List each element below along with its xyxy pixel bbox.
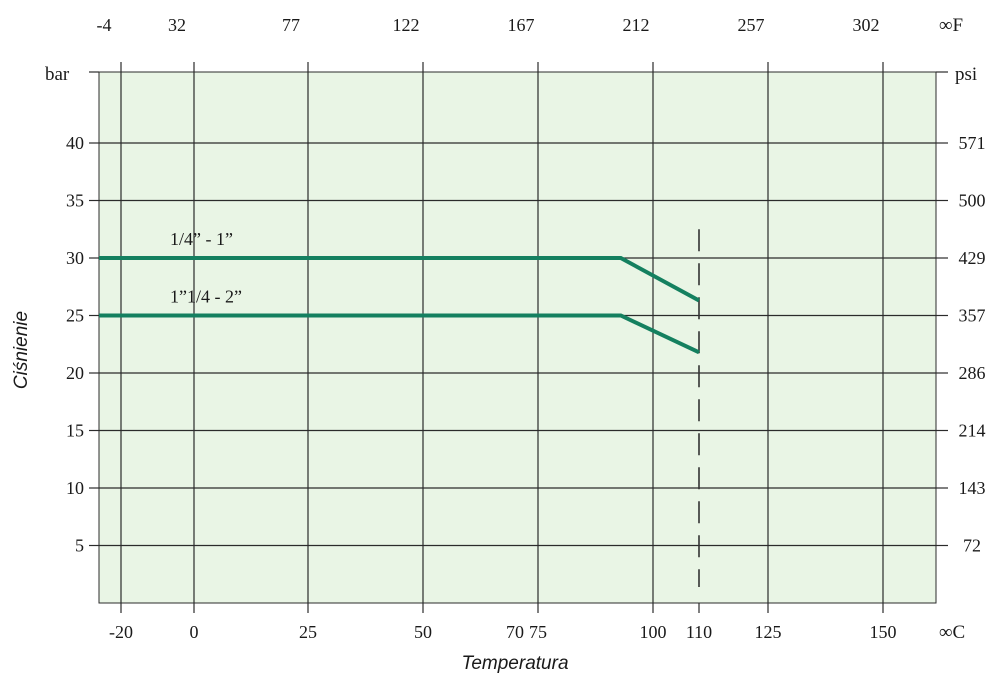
y-right-tick-label: 500 bbox=[959, 191, 986, 211]
x-axis-unit-c: ∞C bbox=[939, 622, 965, 643]
y-tick-label: 25 bbox=[66, 306, 84, 326]
x-tick-label: 100 bbox=[640, 622, 667, 642]
y-right-tick-label: 72 bbox=[963, 536, 981, 556]
x-tick-label: 50 bbox=[414, 622, 432, 642]
x-axis-top-unit-f: ∞F bbox=[939, 15, 963, 36]
y-tick-label: 35 bbox=[66, 191, 84, 211]
y-tick-label: 10 bbox=[66, 478, 84, 498]
y-right-tick-label: 357 bbox=[959, 306, 986, 326]
x-top-tick-label: 212 bbox=[623, 15, 650, 35]
y-right-tick-label: 214 bbox=[959, 421, 986, 441]
x-tick-label: 125 bbox=[755, 622, 782, 642]
plot-background bbox=[98, 71, 937, 604]
x-tick-label: 110 bbox=[686, 622, 712, 642]
x-tick-label: 75 bbox=[529, 622, 547, 642]
y-axis-title: Ciśnienie bbox=[11, 311, 32, 389]
series-label: 1”1/4 - 2” bbox=[170, 287, 242, 307]
series-label: 1/4” - 1” bbox=[170, 229, 233, 249]
y-axis-right-unit-psi: psi bbox=[955, 64, 977, 85]
y-right-tick-label: 429 bbox=[959, 248, 986, 268]
y-axis-unit-bar: bar bbox=[45, 64, 70, 85]
series-lines: 1/4” - 1” 1”1/4 - 2” bbox=[99, 229, 700, 355]
x-top-tick-label: 257 bbox=[738, 15, 765, 35]
y-tick-label: 15 bbox=[66, 421, 84, 441]
y-tick-label: 5 bbox=[75, 536, 84, 556]
series-line bbox=[99, 256, 700, 303]
x-tick-label: 150 bbox=[870, 622, 897, 642]
y-right-tick-label: 571 bbox=[959, 133, 986, 153]
y-right-tick-label: 143 bbox=[959, 478, 986, 498]
x-top-tick-label: 302 bbox=[853, 15, 880, 35]
x-top-tick-label: 122 bbox=[393, 15, 420, 35]
series-line bbox=[99, 313, 700, 355]
x-tick-label: 70 bbox=[506, 622, 524, 642]
x-top-tick-label: 77 bbox=[282, 15, 300, 35]
x-tick-label: 25 bbox=[299, 622, 317, 642]
x-tick-label: 0 bbox=[190, 622, 199, 642]
x-axis-title: Temperatura bbox=[461, 653, 568, 674]
y-right-tick-label: 286 bbox=[959, 363, 986, 383]
x-top-tick-label: -4 bbox=[97, 15, 112, 35]
x-tick-label: -20 bbox=[109, 622, 133, 642]
tick-marks bbox=[89, 62, 948, 613]
y-tick-label: 30 bbox=[66, 248, 84, 268]
tick-labels: -20 0 25 50 70 75 100 110 125 150 -4 32 77 122 167 212 2… bbox=[66, 15, 986, 642]
y-tick-label: 20 bbox=[66, 363, 84, 383]
x-top-tick-label: 167 bbox=[508, 15, 535, 35]
x-top-tick-label: 32 bbox=[168, 15, 186, 35]
y-tick-label: 40 bbox=[66, 133, 84, 153]
